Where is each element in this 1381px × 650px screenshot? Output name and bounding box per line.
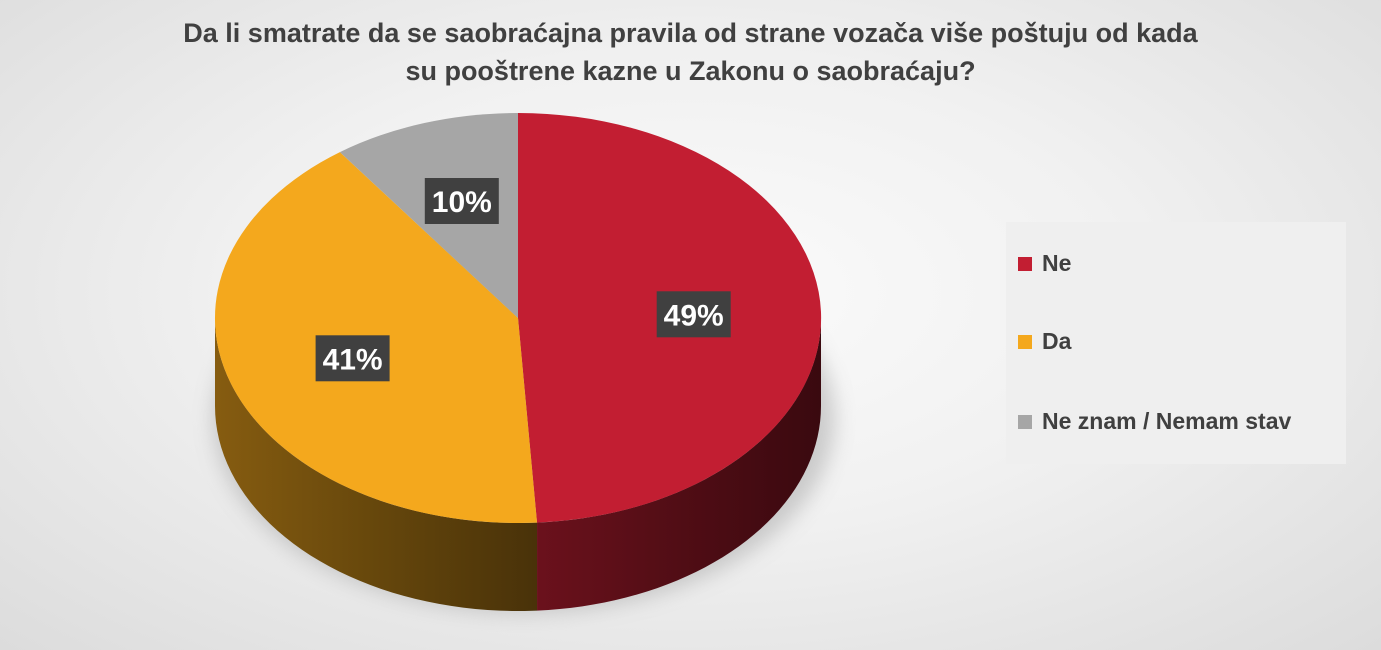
- data-label-text: 41%: [323, 343, 383, 376]
- data-label-box: [424, 178, 499, 224]
- legend-item-da: Da: [1018, 328, 1071, 355]
- legend-label-ne: Ne: [1042, 250, 1072, 276]
- legend-swatch-ne: [1018, 256, 1032, 271]
- data-label-box: [315, 335, 390, 382]
- data-label-ne-znam-nemam-stav: 10%: [424, 178, 499, 224]
- data-label-ne: 49%: [656, 291, 731, 338]
- legend-item-ne-znam: Ne znam / Nemam stav: [1018, 408, 1291, 435]
- legend-swatch-da: [1018, 334, 1032, 349]
- chart-legend: Ne Da Ne znam / Nemam stav: [1006, 222, 1346, 464]
- chart-title: Da li smatrate da se saobraćajna pravila…: [0, 14, 1381, 90]
- data-label-text: 10%: [432, 186, 492, 219]
- chart-title-line-2: su pooštrene kazne u Zakonu o saobraćaju…: [405, 56, 976, 86]
- legend-label-da: Da: [1042, 328, 1072, 354]
- legend-label-ne-znam: Ne znam / Nemam stav: [1042, 408, 1292, 434]
- data-label-box: [656, 291, 731, 338]
- legend-swatch-ne-znam: [1018, 414, 1032, 429]
- pie-side-da: [215, 318, 538, 611]
- pie-side-ne: [537, 318, 821, 611]
- data-label-text: 49%: [664, 299, 724, 332]
- data-label-da: 41%: [315, 335, 390, 382]
- legend-item-ne: Ne: [1018, 250, 1071, 277]
- chart-title-line-1: Da li smatrate da se saobraćajna pravila…: [183, 18, 1198, 48]
